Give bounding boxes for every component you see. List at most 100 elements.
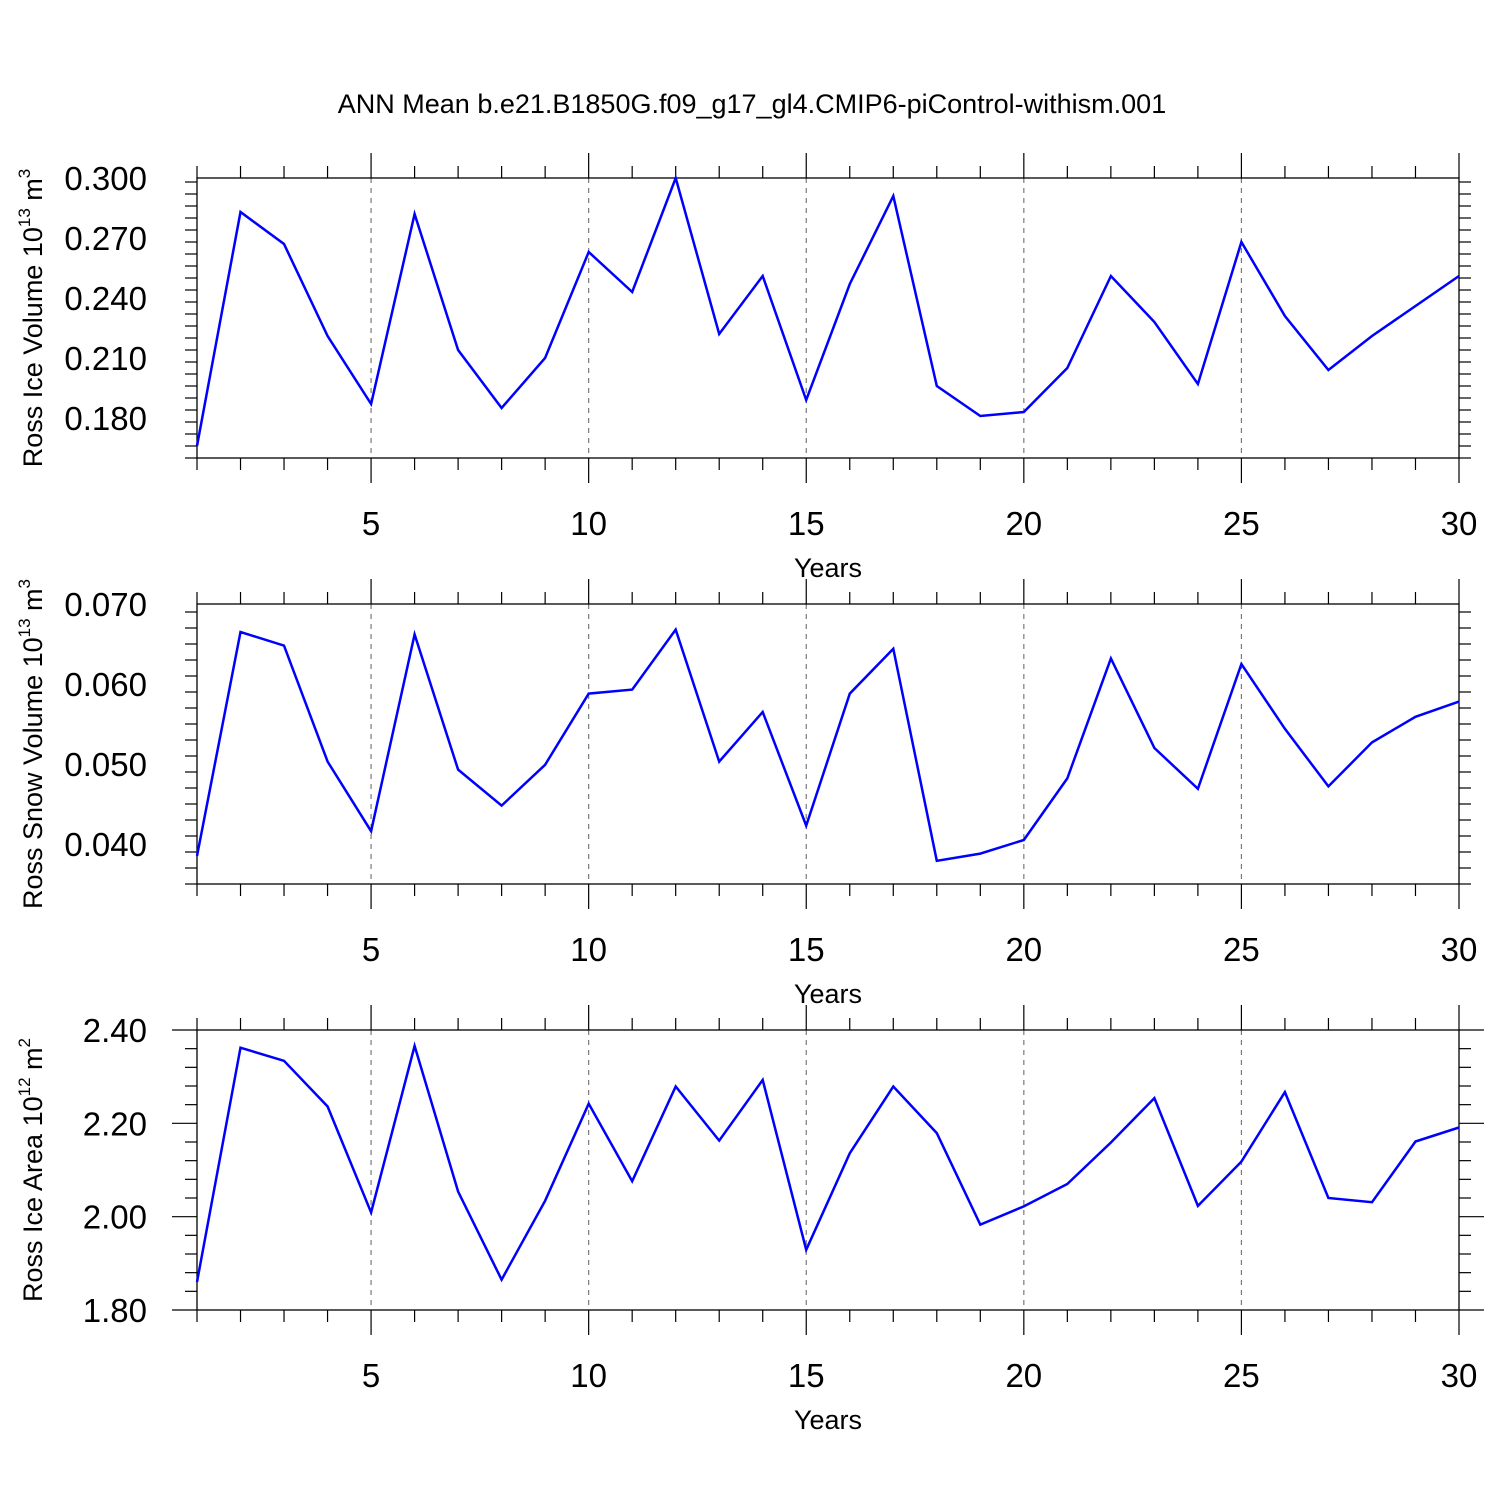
- data-point: [587, 1103, 589, 1105]
- data-point: [413, 1045, 415, 1047]
- data-point: [500, 804, 502, 806]
- data-point: [674, 1085, 676, 1087]
- data-point: [1153, 321, 1155, 323]
- chart-panel-1: 0.180 0.210 0.240 0.270 0.300 5 10 15 20 25 30 Year…: [15, 153, 1477, 583]
- y-tick-label: 0.240: [64, 280, 147, 317]
- data-point: [979, 852, 981, 854]
- data-point: [1284, 728, 1286, 730]
- y-tick-label: 2.00: [83, 1199, 147, 1236]
- data-point: [892, 1085, 894, 1087]
- x-tick-label: 20: [1005, 1357, 1042, 1394]
- x-tick-label: 15: [788, 931, 825, 968]
- data-point: [283, 243, 285, 245]
- data-point: [631, 291, 633, 293]
- data-point: [1197, 1205, 1199, 1207]
- data-point: [326, 335, 328, 337]
- data-line: [195, 174, 1460, 447]
- x-tick-label: 5: [362, 931, 380, 968]
- data-point: [1023, 1205, 1025, 1207]
- data-point: [196, 855, 198, 857]
- figure-title: ANN Mean b.e21.B1850G.f09_g17_gl4.CMIP6-…: [338, 89, 1166, 119]
- data-point: [457, 768, 459, 770]
- data-point: [1414, 1140, 1416, 1142]
- data-point: [1066, 777, 1068, 779]
- data-point: [892, 195, 894, 197]
- data-point: [1371, 335, 1373, 337]
- data-point: [457, 1190, 459, 1192]
- data-point: [1458, 1126, 1460, 1128]
- y-axis-label: Ross Ice Volume 1013 m3: [15, 169, 48, 468]
- data-point: [196, 445, 198, 447]
- data-point: [1066, 367, 1068, 369]
- data-point: [1240, 241, 1242, 243]
- data-point: [979, 1223, 981, 1225]
- data-point: [1023, 411, 1025, 413]
- data-point: [1197, 788, 1199, 790]
- data-point: [1153, 1097, 1155, 1099]
- x-tick-label: 25: [1223, 1357, 1260, 1394]
- x-tick-label: 20: [1005, 505, 1042, 542]
- data-point: [1327, 785, 1329, 787]
- data-point: [370, 1211, 372, 1213]
- data-point: [587, 692, 589, 694]
- data-point: [805, 824, 807, 826]
- y-tick-label: 0.050: [64, 746, 147, 783]
- data-point: [500, 1278, 502, 1280]
- y-tick-label: 0.060: [64, 666, 147, 703]
- data-point: [1197, 383, 1199, 385]
- data-point: [631, 1180, 633, 1182]
- plot-frame: [196, 177, 1460, 459]
- y-tick-label: 0.270: [64, 220, 147, 257]
- data-point: [1066, 1183, 1068, 1185]
- chart-panel-3: 1.80 2.00 2.20 2.40 5 10 15 20 25 30 Years Ross Ice…: [15, 1005, 1484, 1435]
- data-point: [457, 349, 459, 351]
- data-point: [805, 1249, 807, 1251]
- y-tick-label: 0.040: [64, 826, 147, 863]
- data-point: [936, 385, 938, 387]
- data-point: [1240, 1160, 1242, 1162]
- data-point: [1110, 657, 1112, 659]
- data-point: [674, 177, 676, 179]
- x-tick-label: 10: [570, 505, 607, 542]
- data-point: [1110, 275, 1112, 277]
- data-point: [936, 860, 938, 862]
- data-point: [283, 644, 285, 646]
- x-tick-label: 20: [1005, 931, 1042, 968]
- x-tick-label: 15: [788, 505, 825, 542]
- data-point: [1240, 663, 1242, 665]
- data-point: [283, 1060, 285, 1062]
- data-line: [195, 626, 1460, 863]
- x-tick-label: 30: [1441, 931, 1478, 968]
- y-axis-label: Ross Ice Area 1012 m2: [15, 1038, 48, 1302]
- data-point: [805, 399, 807, 401]
- y-tick-label: 2.40: [83, 1012, 147, 1049]
- y-tick-label: 0.180: [64, 400, 147, 437]
- y-axis-label-exponent: 13: [15, 618, 34, 637]
- y-axis-label-exponent: 12: [15, 1077, 34, 1096]
- data-point: [936, 1132, 938, 1134]
- y-tick-label: 0.070: [64, 586, 147, 623]
- y-axis-label-exponent: 13: [15, 208, 34, 227]
- x-tick-label: 25: [1223, 505, 1260, 542]
- y-axis-label-unit-exponent: 3: [15, 169, 34, 178]
- data-point: [370, 830, 372, 832]
- data-point: [544, 1200, 546, 1202]
- x-tick-label: 10: [570, 931, 607, 968]
- data-point: [239, 1047, 241, 1049]
- data-point: [762, 711, 764, 713]
- data-point: [1458, 700, 1460, 702]
- data-point: [718, 333, 720, 335]
- data-point: [1023, 839, 1025, 841]
- data-point: [239, 211, 241, 213]
- data-point: [1110, 1141, 1112, 1143]
- x-axis-label: Years: [794, 979, 862, 1009]
- chart-panel-2: 0.040 0.050 0.060 0.070 5 10 15 20 25 30 Years Ross…: [15, 579, 1477, 1009]
- data-point: [718, 1139, 720, 1141]
- data-point: [1153, 747, 1155, 749]
- data-point: [762, 1079, 764, 1081]
- data-point: [1371, 1201, 1373, 1203]
- y-axis-label-text: Ross Snow Volume 10: [18, 637, 48, 909]
